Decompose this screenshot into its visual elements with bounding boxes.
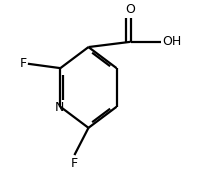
Text: F: F xyxy=(71,157,78,170)
Text: OH: OH xyxy=(163,35,182,48)
Text: F: F xyxy=(20,57,27,70)
Text: N: N xyxy=(55,101,64,114)
Text: O: O xyxy=(126,3,136,16)
